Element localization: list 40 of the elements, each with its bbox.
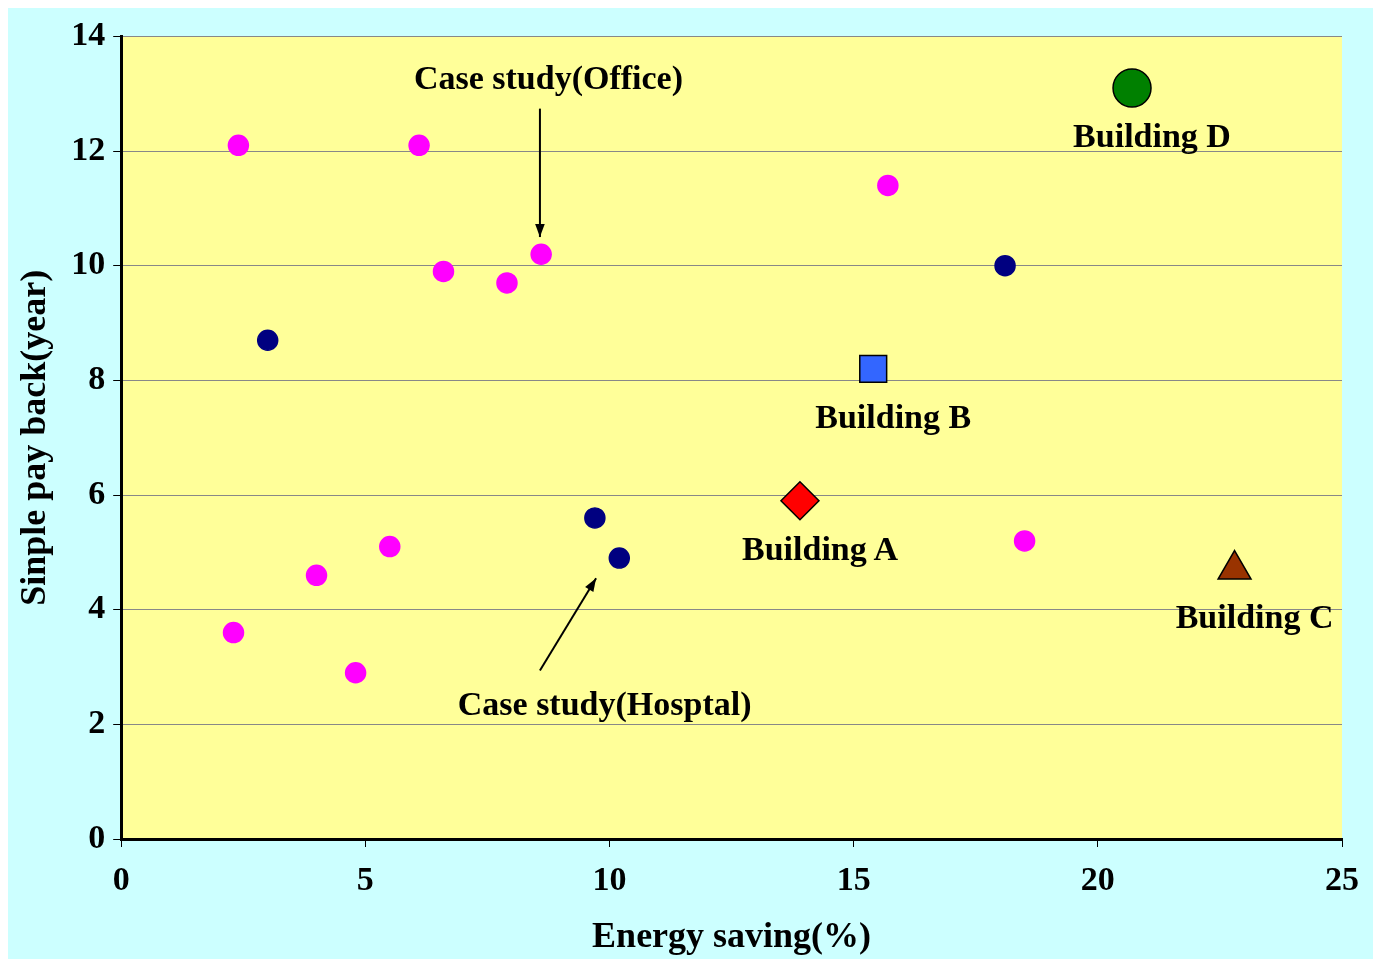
x-tick-label: 20 bbox=[1080, 860, 1115, 898]
y-tick-label: 4 bbox=[88, 588, 106, 626]
point bbox=[222, 621, 245, 644]
y-tick-label: 8 bbox=[88, 359, 106, 397]
x-tick-label: 10 bbox=[592, 860, 627, 898]
x-tick-label: 15 bbox=[836, 860, 871, 898]
point bbox=[530, 243, 552, 265]
point bbox=[496, 272, 518, 294]
series-label: Building D bbox=[1073, 116, 1231, 154]
y-tick-label: 12 bbox=[71, 129, 106, 167]
point bbox=[608, 547, 631, 569]
y-tick-label: 14 bbox=[71, 15, 106, 53]
point bbox=[780, 481, 820, 521]
series-label: Building B bbox=[815, 397, 972, 435]
y-tick-label: 2 bbox=[88, 703, 106, 741]
point bbox=[877, 174, 899, 197]
annotation: Case study(Office) bbox=[413, 59, 684, 98]
x-axis-title: Energy saving(%) bbox=[592, 914, 872, 955]
point bbox=[305, 564, 328, 587]
point bbox=[584, 507, 606, 529]
x-tick-label: 25 bbox=[1325, 860, 1359, 898]
point bbox=[344, 662, 367, 684]
point bbox=[432, 260, 455, 283]
point bbox=[859, 354, 888, 384]
y-tick-label: 0 bbox=[88, 817, 106, 855]
series-label: Building A bbox=[742, 529, 899, 567]
x-tick-label: 0 bbox=[112, 860, 130, 898]
x-tick-label: 5 bbox=[356, 860, 374, 898]
point bbox=[379, 535, 401, 558]
point bbox=[994, 254, 1016, 277]
point bbox=[1112, 68, 1152, 108]
point bbox=[256, 329, 279, 351]
y-axis-title: Sinple pay back(year) bbox=[12, 269, 53, 606]
y-tick-label: 6 bbox=[88, 473, 106, 511]
point bbox=[408, 134, 430, 157]
point bbox=[227, 134, 250, 157]
annotation: Case study(Hosptal) bbox=[457, 685, 752, 724]
series-label: Building C bbox=[1175, 598, 1334, 636]
y-tick-label: 10 bbox=[71, 244, 106, 282]
point bbox=[1013, 530, 1036, 552]
